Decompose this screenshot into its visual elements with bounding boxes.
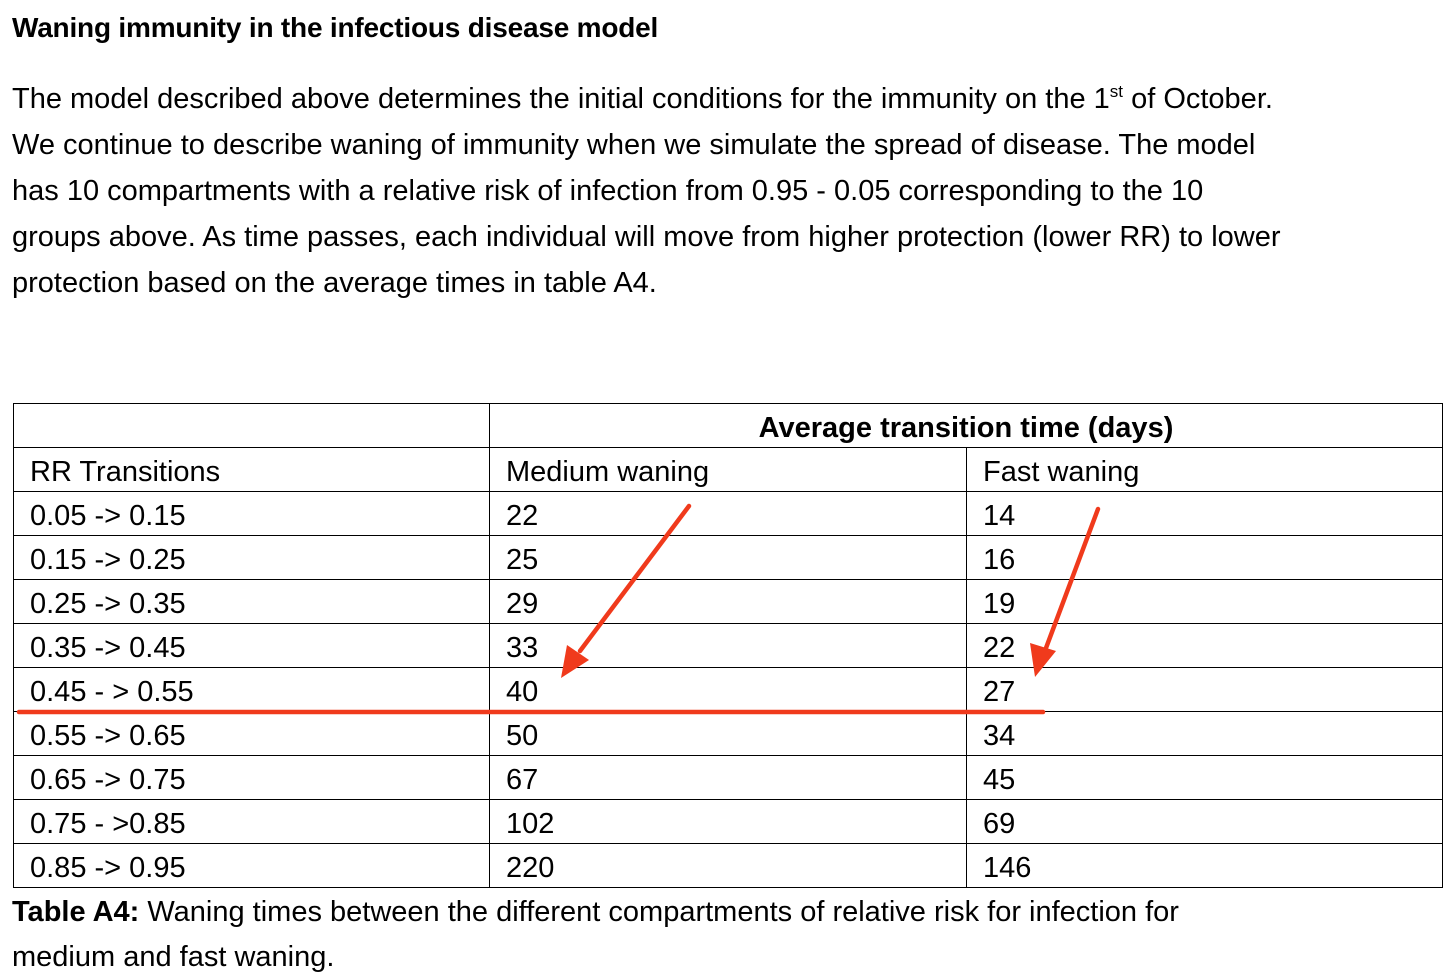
rr-transition-cell: 0.75 - >0.85 [13,799,490,844]
fast-waning-cell: 14 [966,491,1443,536]
group-header-average-transition-time: Average transition time (days) [489,403,1443,448]
rr-transition-cell: 0.45 - > 0.55 [13,667,490,712]
paragraph-line-3: has 10 compartments with a relative risk… [12,175,1204,207]
medium-waning-cell: 33 [489,623,967,668]
paragraph-line-1-end: of October. [1123,83,1273,115]
paragraph-line-2: We continue to describe waning of immuni… [12,129,1256,161]
medium-waning-cell: 50 [489,711,967,756]
table-row: 0.25 -> 0.35 29 19 [13,579,1443,624]
rr-transition-cell: 0.15 -> 0.25 [13,535,490,580]
paragraph-line-4: groups above. As time passes, each indiv… [12,221,1281,253]
table-row: 0.45 - > 0.55 40 27 [13,667,1443,712]
body-paragraph: The model described above determines the… [12,76,1442,306]
medium-waning-cell: 67 [489,755,967,800]
empty-header-cell [13,403,490,448]
table-row: 0.85 -> 0.95 220 146 [13,843,1443,888]
paragraph-line-5: protection based on the average times in… [12,267,657,299]
rr-transition-cell: 0.65 -> 0.75 [13,755,490,800]
caption-text: Waning times between the different compa… [139,896,1179,928]
column-header-rr-transitions: RR Transitions [13,447,490,492]
paragraph-line-1: The model described above determines the… [12,76,1442,122]
ordinal-superscript: st [1109,82,1124,101]
rr-transition-cell: 0.85 -> 0.95 [13,843,490,888]
caption-line-1: Table A4: Waning times between the diffe… [12,890,1432,935]
table-caption: Table A4: Waning times between the diffe… [12,890,1432,980]
table-row: 0.35 -> 0.45 33 22 [13,623,1443,668]
caption-label: Table A4: [12,896,140,928]
fast-waning-cell: 27 [966,667,1443,712]
medium-waning-cell: 25 [489,535,967,580]
waning-times-table: Average transition time (days) RR Transi… [13,403,1443,888]
medium-waning-cell: 220 [489,843,967,888]
fast-waning-cell: 69 [966,799,1443,844]
table-row: 0.65 -> 0.75 67 45 [13,755,1443,800]
rr-transition-cell: 0.05 -> 0.15 [13,491,490,536]
table-row: 0.55 -> 0.65 50 34 [13,711,1443,756]
paragraph-line-1-text: The model described above determines the… [12,83,1110,115]
fast-waning-cell: 34 [966,711,1443,756]
medium-waning-cell: 29 [489,579,967,624]
column-header-fast-waning: Fast waning [966,447,1443,492]
column-header-medium-waning: Medium waning [489,447,967,492]
fast-waning-cell: 146 [966,843,1443,888]
table-row: 0.15 -> 0.25 25 16 [13,535,1443,580]
medium-waning-cell: 40 [489,667,967,712]
fast-waning-cell: 22 [966,623,1443,668]
table-column-header-row: RR Transitions Medium waning Fast waning [13,447,1443,492]
fast-waning-cell: 19 [966,579,1443,624]
table-group-header-row: Average transition time (days) [13,403,1443,448]
rr-transition-cell: 0.25 -> 0.35 [13,579,490,624]
section-heading: Waning immunity in the infectious diseas… [12,12,659,43]
fast-waning-cell: 45 [966,755,1443,800]
rr-transition-cell: 0.55 -> 0.65 [13,711,490,756]
fast-waning-cell: 16 [966,535,1443,580]
medium-waning-cell: 102 [489,799,967,844]
table-row: 0.05 -> 0.15 22 14 [13,491,1443,536]
rr-transition-cell: 0.35 -> 0.45 [13,623,490,668]
caption-line-2: medium and fast waning. [12,941,335,973]
table-row: 0.75 - >0.85 102 69 [13,799,1443,844]
medium-waning-cell: 22 [489,491,967,536]
